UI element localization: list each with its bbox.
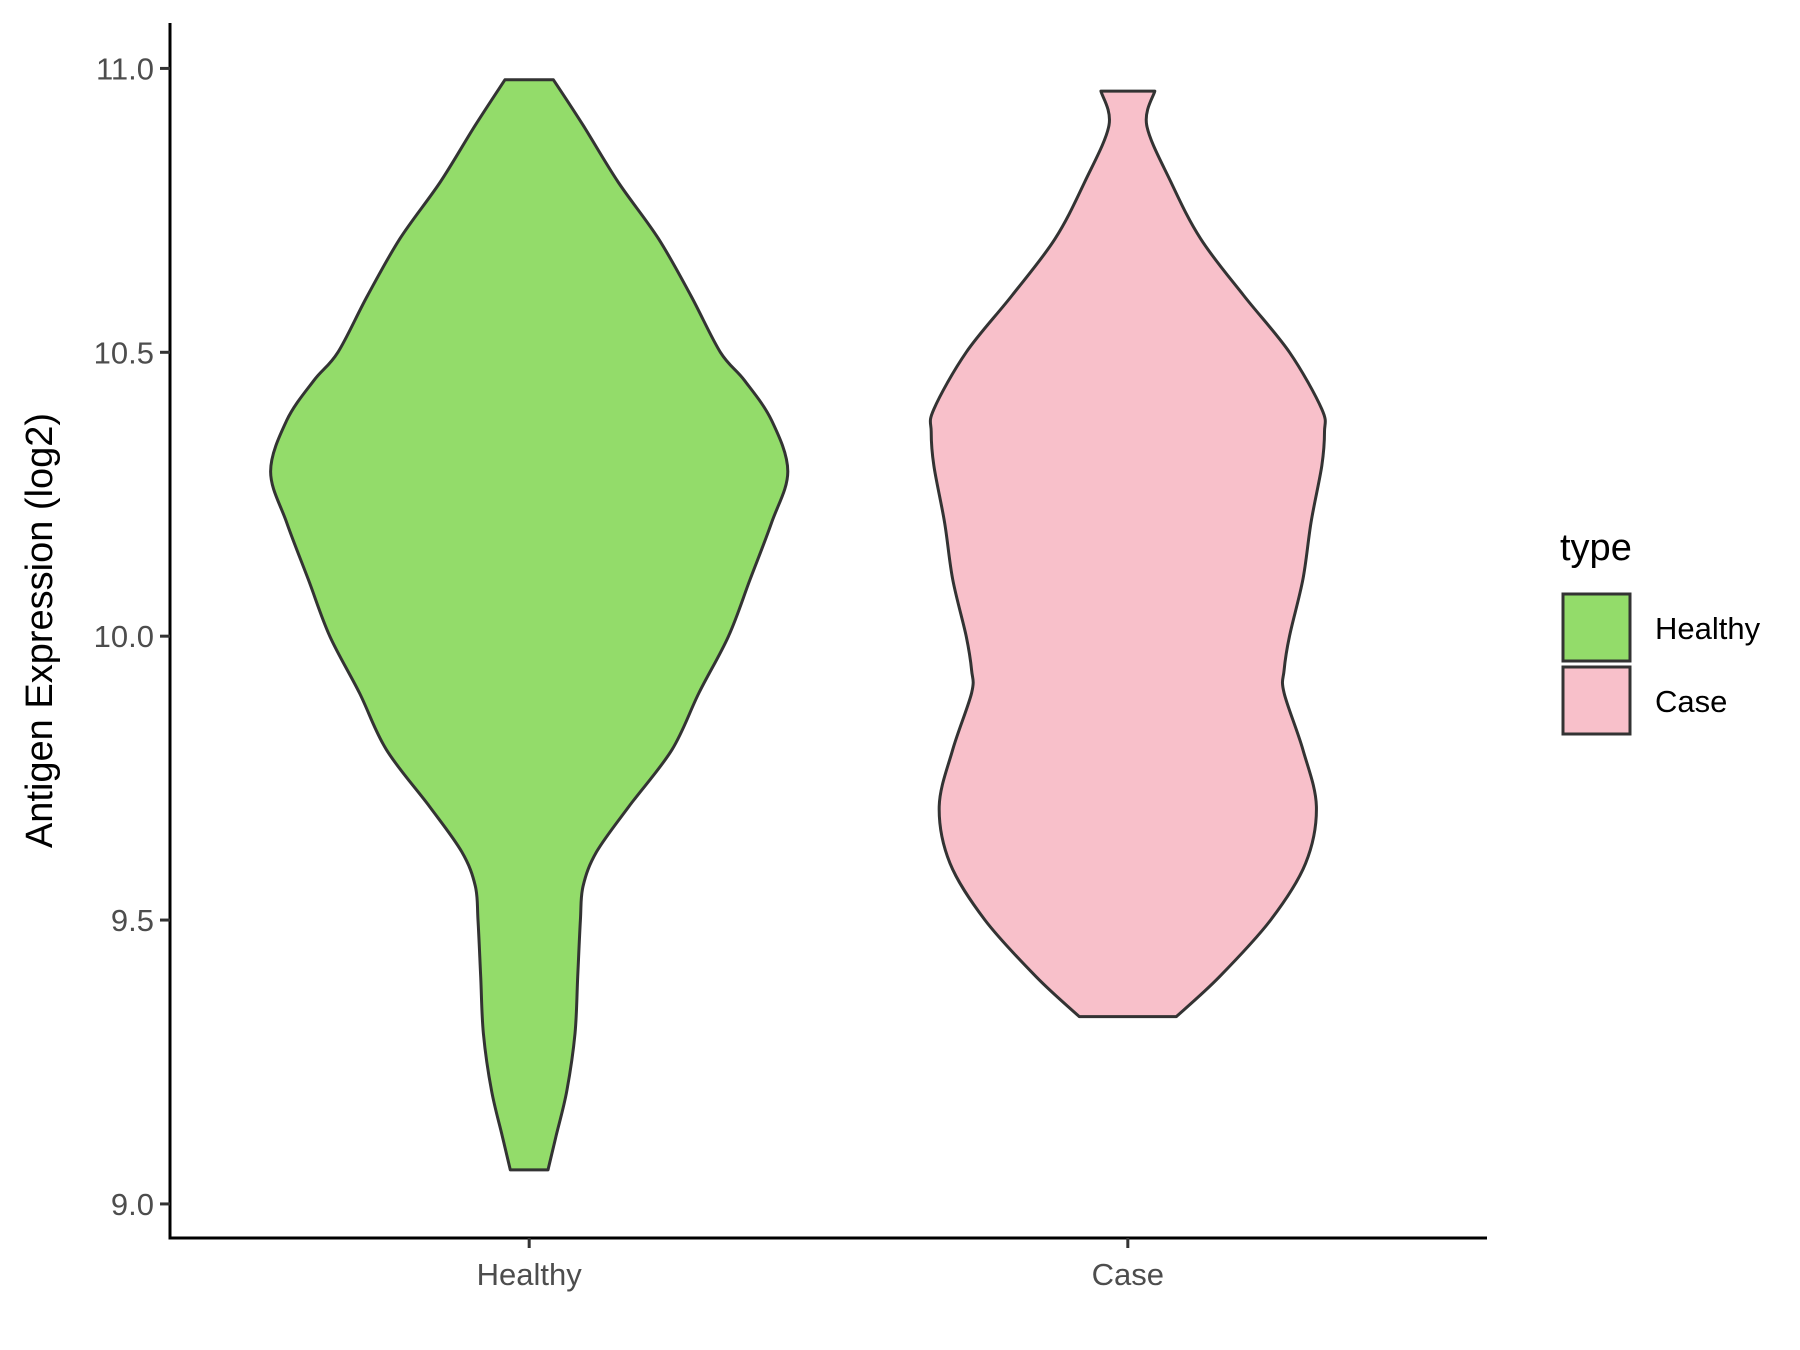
y-tick-label: 10.0 bbox=[94, 619, 154, 654]
legend-swatch-case bbox=[1561, 665, 1632, 736]
violin-healthy bbox=[269, 78, 790, 1172]
x-tick-label: Healthy bbox=[477, 1257, 583, 1292]
legend-label-case: Case bbox=[1655, 684, 1727, 719]
axes: 9.0 9.5 10.0 10.5 11.0 Healthy Case bbox=[94, 23, 1487, 1292]
x-tick-label: Case bbox=[1092, 1257, 1164, 1292]
x-axis-ticks: Healthy Case bbox=[477, 1238, 1164, 1292]
y-axis-title: Antigen Expression (log2) bbox=[19, 413, 61, 848]
legend-entries: Healthy Case bbox=[1561, 592, 1761, 736]
y-tick-label: 11.0 bbox=[96, 51, 154, 86]
y-tick-label: 9.5 bbox=[111, 903, 154, 938]
legend-title: type bbox=[1560, 527, 1632, 569]
legend-swatch-healthy bbox=[1561, 592, 1632, 663]
violin-layer bbox=[269, 78, 1327, 1172]
y-axis-ticks: 9.0 9.5 10.0 10.5 11.0 bbox=[94, 51, 170, 1222]
legend-label-healthy: Healthy bbox=[1655, 611, 1761, 646]
legend: type Healthy Case bbox=[1560, 527, 1761, 736]
y-tick-label: 10.5 bbox=[94, 335, 154, 370]
violin-case bbox=[928, 89, 1327, 1019]
y-tick-label: 9.0 bbox=[111, 1187, 154, 1222]
